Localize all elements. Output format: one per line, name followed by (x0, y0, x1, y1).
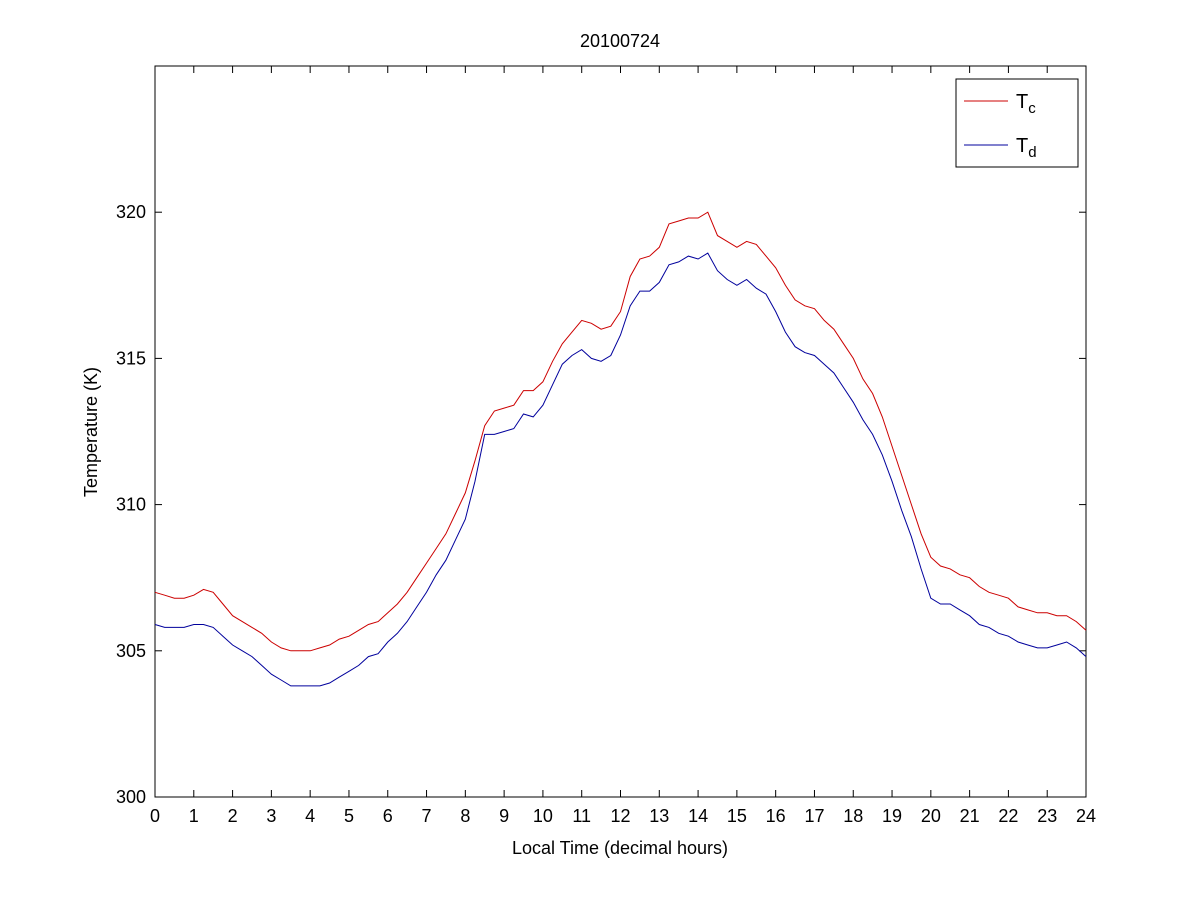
x-tick-label: 1 (189, 806, 199, 826)
y-tick-label: 315 (116, 348, 146, 368)
x-tick-label: 10 (533, 806, 553, 826)
x-tick-label: 5 (344, 806, 354, 826)
y-tick-label: 305 (116, 641, 146, 661)
x-tick-label: 20 (921, 806, 941, 826)
x-tick-label: 19 (882, 806, 902, 826)
x-axis-label: Local Time (decimal hours) (512, 838, 728, 858)
x-tick-label: 15 (727, 806, 747, 826)
x-tick-label: 13 (649, 806, 669, 826)
x-tick-label: 4 (305, 806, 315, 826)
series-lines (154, 211, 1087, 687)
x-tick-label: 6 (383, 806, 393, 826)
x-tick-label: 22 (998, 806, 1018, 826)
x-tick-label: 11 (572, 806, 591, 826)
x-tick-label: 2 (228, 806, 238, 826)
x-tick-label: 9 (499, 806, 509, 826)
plot-border (154, 65, 1087, 798)
legend-label: Td (1016, 135, 1037, 161)
y-tick-label: 310 (116, 495, 146, 515)
series-line-t-c (154, 211, 1087, 652)
y-axis-label: Temperature (K) (81, 367, 101, 497)
x-tick-label: 7 (422, 806, 432, 826)
legend: Tc Td (955, 78, 1079, 168)
x-tick-label: 16 (766, 806, 786, 826)
y-tick-label: 320 (116, 202, 146, 222)
legend-label: Tc (1016, 91, 1036, 117)
chart-title: 20100724 (580, 31, 660, 51)
x-tick-label: 17 (804, 806, 824, 826)
x-tick-label: 21 (960, 806, 980, 826)
x-tick-label: 18 (843, 806, 863, 826)
series-line-t-d (154, 252, 1087, 687)
legend-box (955, 78, 1079, 168)
x-tick-label: 3 (266, 806, 276, 826)
x-tick-label: 14 (688, 806, 708, 826)
y-tick-label: 300 (116, 787, 146, 807)
x-tick-label: 0 (150, 806, 160, 826)
axis-ticks (154, 66, 1087, 798)
x-tick-label: 12 (610, 806, 630, 826)
x-tick-label: 8 (460, 806, 470, 826)
x-tick-label: 24 (1076, 806, 1096, 826)
axis-tick-labels: 0 1 2 3 4 5 6 7 8 9 10 11 12 13 14 15 16 17 18 19 20 21 22 23 24… (116, 202, 1096, 826)
x-tick-label: 23 (1037, 806, 1057, 826)
